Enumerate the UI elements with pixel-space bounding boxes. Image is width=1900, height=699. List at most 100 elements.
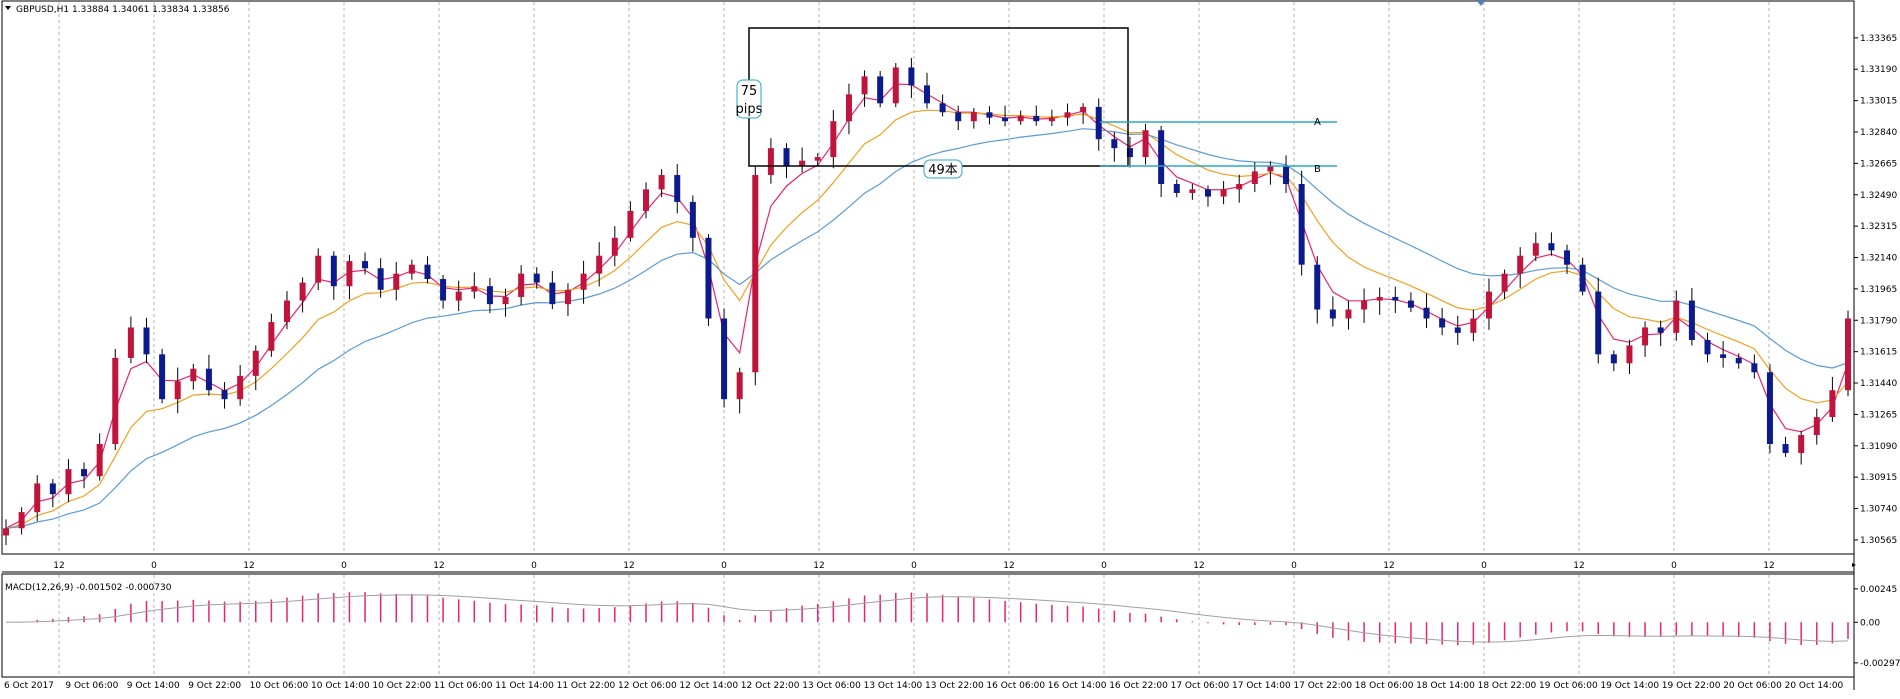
candle-body [1673, 300, 1680, 333]
candle-body [986, 112, 993, 118]
time-label-top: 12 [813, 561, 824, 571]
pips-label-top: 75 [741, 84, 758, 99]
candle-body [440, 279, 447, 301]
price-tick-label: 1.32315 [1860, 222, 1897, 232]
level-a-label: A [1314, 117, 1321, 128]
symbol-header: GBPUSD,H1 1.33884 1.34061 1.33834 1.3385… [16, 5, 230, 15]
time-label-top: 12 [1383, 561, 1394, 571]
candle-body [1251, 171, 1258, 184]
price-tick-label: 1.32490 [1860, 191, 1897, 201]
candle-body [1361, 300, 1368, 310]
candle-body [1517, 255, 1524, 274]
bars-label: 49本 [928, 163, 958, 178]
price-tick-label: 1.32665 [1860, 159, 1897, 169]
price-tick-label: 1.30565 [1860, 536, 1897, 546]
candle-body [252, 350, 259, 376]
candle-body [1173, 184, 1180, 193]
time-label-bottom: 16 Oct 14:00 [1048, 681, 1107, 691]
time-label-bottom: 18 Oct 06:00 [1355, 681, 1414, 691]
candle-body [159, 354, 166, 400]
dropdown-arrow-icon[interactable] [5, 6, 11, 10]
price-axis: 1.33365 1.33190 1.33015 1.32840 1.32665 1.324… [1854, 34, 1900, 669]
candle-body [1423, 307, 1430, 319]
time-label-top: 12 [623, 561, 634, 571]
candle-body [18, 512, 25, 529]
time-label-bottom: 13 Oct 22:00 [925, 681, 984, 691]
candle-body [1204, 189, 1211, 197]
price-tick-label: 1.31090 [1860, 442, 1897, 452]
candle-body [330, 255, 337, 287]
candle-body [1798, 435, 1805, 453]
time-label-bottom: 10 Oct 22:00 [372, 681, 431, 691]
time-label-bottom: 19 Oct 06:00 [1539, 681, 1598, 691]
candle-body [81, 469, 88, 477]
price-tick-label: 1.32140 [1860, 254, 1897, 264]
candle-body [970, 112, 977, 122]
candle-body [1392, 296, 1399, 301]
candle-body [596, 255, 603, 274]
candle-body [127, 327, 134, 358]
candle-body [674, 175, 681, 202]
candle-body [689, 201, 696, 238]
time-label-top: 12 [53, 561, 64, 571]
candle-body [1126, 148, 1133, 158]
candle-body [1080, 106, 1087, 113]
ma-slow-line [5, 128, 1849, 529]
time-label-top: 0 [1101, 561, 1107, 571]
candle-body [502, 296, 509, 305]
price-tick-label: 1.33015 [1860, 97, 1897, 107]
time-label-top: 0 [911, 561, 917, 571]
candle-body [767, 148, 774, 176]
time-label-bottom: 18 Oct 22:00 [1478, 681, 1537, 691]
candle-body [455, 291, 462, 301]
time-label-bottom: 19 Oct 22:00 [1662, 681, 1721, 691]
candle-body [924, 85, 930, 104]
indicator-plot-frame [1, 573, 1855, 678]
candle-body [1766, 372, 1773, 444]
indicator-header: MACD(12,26,9) -0.001502 -0.000730 [5, 583, 172, 593]
time-label-bottom: 17 Oct 06:00 [1171, 681, 1230, 691]
candle-body [1688, 300, 1695, 340]
candle-body [1579, 264, 1586, 292]
candle-body [580, 273, 587, 290]
candle-body [1407, 300, 1414, 308]
candle-body [1439, 318, 1446, 328]
candle-body [190, 368, 197, 382]
candle-body [424, 264, 431, 280]
time-label-bottom: 17 Oct 14:00 [1232, 681, 1291, 691]
macd-tick-label: 0.00 [1860, 618, 1880, 628]
candle-body [861, 76, 868, 95]
candle-body [1720, 354, 1727, 358]
candle-body [1595, 291, 1602, 355]
candle-body [1220, 189, 1227, 197]
candle-body [1813, 417, 1820, 436]
annotations: A B 75 pips 49本 [736, 27, 1337, 179]
candle-body [611, 237, 618, 256]
time-label-top: 0 [1291, 561, 1297, 571]
candle-body [237, 375, 244, 400]
candle-body [96, 444, 103, 477]
candle-body [1485, 291, 1492, 319]
candle-body [1002, 117, 1009, 122]
candle-body [1548, 243, 1555, 251]
time-label-top: 0 [341, 561, 347, 571]
candle-body [1048, 117, 1055, 122]
time-label-bottom: 9 Oct 06:00 [65, 681, 118, 691]
level-b-label: B [1314, 164, 1321, 175]
candle-body [814, 157, 821, 161]
shift-marker-icon[interactable] [1476, 0, 1486, 6]
candle-body [112, 357, 119, 444]
candle-body [939, 103, 946, 113]
candle-body [1298, 184, 1305, 265]
candle-body [908, 67, 915, 86]
candle-body [799, 160, 806, 167]
scroll-end-icon[interactable] [1852, 563, 1856, 567]
time-label-bottom: 20 Oct 14:00 [1785, 681, 1844, 691]
candle-body [1345, 309, 1352, 319]
candle-body [752, 175, 759, 373]
time-label-bottom: 19 Oct 14:00 [1600, 681, 1659, 691]
range-box[interactable] [748, 27, 1129, 167]
candle-body [1454, 327, 1461, 333]
